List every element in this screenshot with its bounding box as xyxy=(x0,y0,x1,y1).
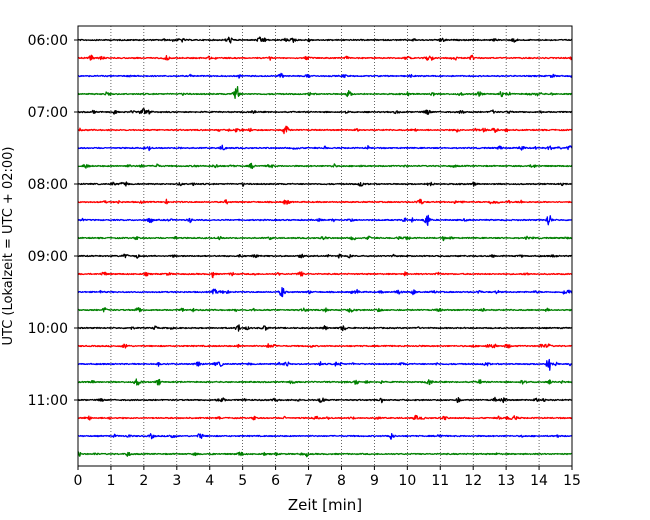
x-tick-label: 14 xyxy=(530,473,548,489)
x-axis-label: Zeit [min] xyxy=(288,496,362,514)
trace-0630 xyxy=(77,72,573,79)
vertical-gridlines xyxy=(110,26,540,466)
x-tick-label: 12 xyxy=(464,473,482,489)
x-axis-ticks: 0 1 2 3 4 5 6 7 8 9 10 11 12 13 14 15 xyxy=(74,466,581,489)
y-tick-label: 06:00 xyxy=(28,33,68,49)
y-tick-label: 08:00 xyxy=(28,177,68,193)
y-axis-label: UTC (Lokalzeit = UTC + 02:00) xyxy=(1,147,16,346)
trace-0700 xyxy=(77,108,573,115)
trace-0830 xyxy=(77,214,573,226)
y-tick-label: 10:00 xyxy=(28,321,68,337)
x-tick-label: 5 xyxy=(238,473,247,489)
trace-0930 xyxy=(77,286,573,298)
x-tick-label: 1 xyxy=(106,473,115,489)
trace-0945 xyxy=(77,307,573,313)
x-tick-label: 13 xyxy=(497,473,515,489)
x-tick-label: 3 xyxy=(172,473,181,489)
x-tick-label: 2 xyxy=(139,473,148,489)
x-tick-label: 0 xyxy=(74,473,83,489)
trace-0730 xyxy=(77,144,573,152)
trace-0715 xyxy=(77,125,573,135)
x-tick-label: 11 xyxy=(431,473,449,489)
trace-1115 xyxy=(77,414,573,421)
trace-0645 xyxy=(77,86,573,99)
trace-1000 xyxy=(77,324,573,332)
trace-1100 xyxy=(77,396,573,404)
traces-group xyxy=(77,36,573,458)
x-tick-label: 6 xyxy=(271,473,280,489)
x-tick-label: 10 xyxy=(398,473,416,489)
trace-1145 xyxy=(77,451,573,458)
x-tick-label: 7 xyxy=(304,473,313,489)
y-tick-label: 07:00 xyxy=(28,105,68,121)
x-tick-label: 8 xyxy=(337,473,346,489)
trace-1045 xyxy=(77,378,573,386)
trace-0915 xyxy=(77,271,573,279)
trace-0845 xyxy=(77,235,573,242)
trace-0745 xyxy=(77,162,573,170)
y-axis-ticks: 06:00 07:00 08:00 09:00 10:00 11:00 xyxy=(28,33,78,409)
x-tick-label: 4 xyxy=(205,473,214,489)
plot-frame xyxy=(77,25,573,467)
y-tick-label: 09:00 xyxy=(28,249,68,265)
trace-0815 xyxy=(77,198,573,205)
trace-0800 xyxy=(77,181,573,187)
x-tick-label: 15 xyxy=(563,473,581,489)
x-tick-label: 9 xyxy=(370,473,379,489)
trace-0600 xyxy=(77,36,573,44)
trace-1130 xyxy=(77,432,573,440)
trace-0615 xyxy=(77,54,573,61)
trace-1030 xyxy=(77,358,573,371)
trace-0900 xyxy=(77,253,573,259)
trace-1015 xyxy=(77,343,573,349)
y-tick-label: 11:00 xyxy=(28,393,68,409)
